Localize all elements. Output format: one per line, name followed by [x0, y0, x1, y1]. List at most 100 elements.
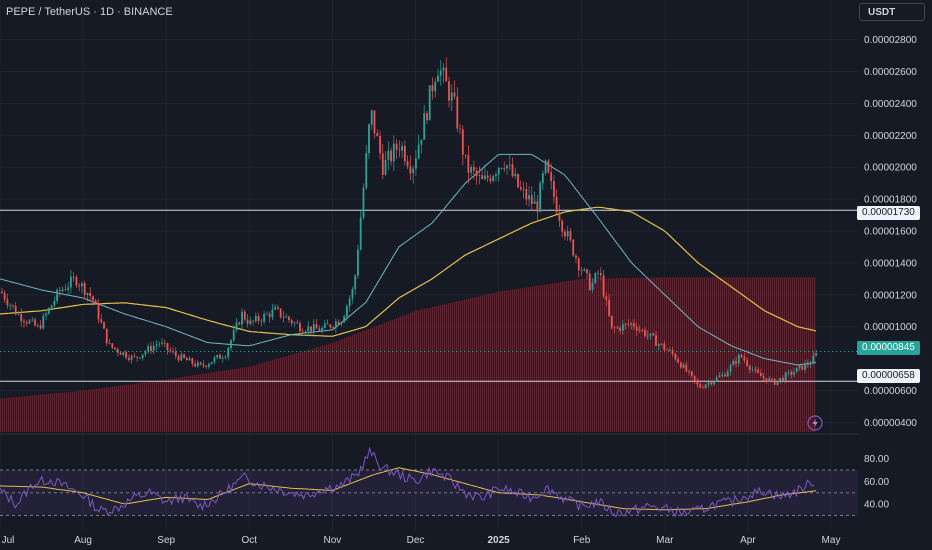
volume-bar — [804, 277, 806, 432]
volume-bar — [278, 358, 280, 432]
rsi-axis[interactable]: 80.00 60.00 40.00 — [864, 454, 889, 510]
candle-body — [94, 300, 97, 304]
volume-bar — [330, 343, 332, 432]
candle-body — [442, 67, 445, 71]
volume-bar — [200, 374, 202, 432]
volume-bar — [682, 277, 684, 432]
candle-body — [561, 220, 564, 232]
volume-bar — [326, 344, 328, 432]
candle-body — [751, 369, 754, 371]
candle-body — [180, 354, 183, 361]
volume-bar — [146, 382, 148, 432]
volume-bar — [198, 374, 200, 432]
candle-body — [246, 319, 249, 324]
volume-bar — [806, 277, 808, 432]
candle-body — [17, 313, 20, 315]
volume-bar — [764, 277, 766, 432]
volume-bar — [132, 383, 134, 432]
volume-bar — [308, 349, 310, 432]
volume-bar — [702, 277, 704, 432]
volume-bar — [194, 375, 196, 432]
volume-bar — [4, 398, 6, 432]
slow-moving-average-line — [0, 206, 817, 337]
time-axis[interactable]: Jul Aug Sep Oct Nov Dec 2025 Feb Mar Apr May — [2, 535, 841, 546]
volume-bar — [786, 277, 788, 432]
volume-bar — [618, 278, 620, 432]
volume-bar — [338, 340, 340, 432]
candle-body — [282, 316, 285, 318]
lightning-icon[interactable] — [807, 415, 823, 431]
time-tick-label: Dec — [407, 535, 425, 546]
volume-bar — [606, 278, 608, 432]
candle-body — [666, 349, 668, 351]
volume-bar — [566, 281, 568, 432]
candle-body — [141, 354, 144, 359]
candle-body — [343, 316, 346, 323]
volume-bar — [250, 366, 252, 432]
candle-body — [541, 173, 544, 184]
volume-bar — [138, 383, 140, 432]
level-high-price-tag[interactable]: 0.00001730 — [857, 206, 920, 220]
candle-body — [644, 329, 646, 337]
volume-bar — [556, 282, 558, 432]
candle-body — [263, 313, 265, 322]
candle-body — [265, 313, 268, 315]
candle-body — [470, 166, 472, 173]
candle-body — [627, 323, 630, 325]
volume-bar — [210, 372, 212, 432]
volume-bar — [572, 280, 574, 432]
volume-bar — [276, 358, 278, 432]
currency-button[interactable]: USDT — [859, 3, 925, 21]
candle-body — [702, 387, 704, 389]
volume-bar — [632, 277, 634, 432]
candle-body — [459, 128, 461, 130]
symbol-title: PEPE / TetherUS · 1D · BINANCE — [6, 6, 173, 18]
volume-bar — [172, 378, 174, 432]
candle-body — [622, 324, 624, 331]
price-tick-label: 0.00002200 — [864, 131, 917, 142]
candle-body — [569, 231, 572, 240]
volume-bar — [148, 381, 150, 432]
volume-bar — [332, 342, 334, 432]
volume-bar — [710, 277, 712, 432]
volume-bar — [280, 357, 282, 432]
volume-bar — [734, 277, 736, 432]
volume-bar — [652, 277, 654, 432]
volume-bar — [386, 322, 388, 432]
candle-body — [379, 136, 381, 154]
candle-body — [583, 269, 586, 271]
time-tick-label: Aug — [74, 535, 92, 546]
volume-bar — [14, 397, 16, 432]
volume-bar — [102, 387, 104, 432]
candle-body — [806, 363, 809, 365]
volume-bar — [658, 277, 660, 432]
candle-body — [56, 289, 58, 301]
volume-bar — [612, 278, 614, 432]
horizontal-levels[interactable] — [0, 209, 858, 382]
volume-bar — [428, 307, 430, 432]
volume-bar — [546, 284, 548, 432]
candle-body — [406, 161, 409, 167]
volume-bar — [90, 389, 92, 432]
candle-body — [787, 371, 790, 373]
volume-bar — [690, 277, 692, 432]
volume-bar — [282, 357, 284, 432]
time-tick-label: Jul — [2, 535, 15, 546]
price-tick-label: 0.00000400 — [864, 418, 917, 429]
volume-bar — [780, 277, 782, 432]
volume-bar — [192, 375, 194, 432]
candle-body — [83, 283, 86, 296]
level-low-price-tag[interactable]: 0.00000658 — [857, 369, 920, 383]
candle-body — [403, 145, 406, 162]
volume-bar — [794, 277, 796, 432]
price-axis[interactable]: 0.00002800 0.00002600 0.00002400 0.00002200… — [864, 35, 917, 429]
volume-bar — [792, 277, 794, 432]
candle-body — [555, 196, 558, 213]
candle-body — [536, 201, 539, 212]
candle-body — [506, 165, 508, 169]
candle-body — [456, 96, 459, 129]
volume-bar — [746, 277, 748, 432]
candle-body — [528, 195, 530, 200]
